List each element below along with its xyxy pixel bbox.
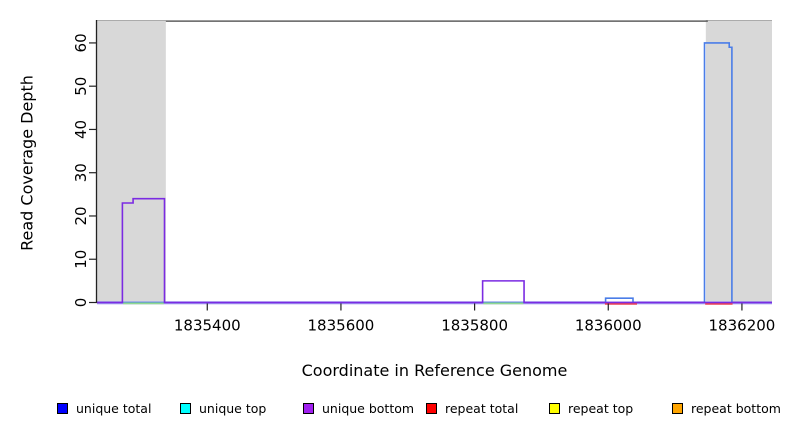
legend-item-repeat-bottom: repeat bottom	[672, 398, 792, 418]
legend-label: repeat top	[568, 400, 634, 416]
highlight-region-right	[705, 20, 772, 303]
y-tick-label: 60	[72, 33, 90, 52]
series-line-unique-bottom	[97, 197, 772, 304]
x-tick-label: 1835400	[174, 317, 241, 335]
y-tick-label: 0	[72, 298, 90, 308]
x-tick-label: 1835600	[308, 317, 375, 335]
series-line-unique-total	[97, 42, 772, 304]
legend-swatch-unique-total	[57, 402, 68, 414]
x-tick-label: 1836000	[575, 317, 642, 335]
legend-swatch-repeat-total	[426, 402, 437, 414]
highlight-region-left	[97, 20, 166, 303]
y-tick-label: 30	[72, 163, 90, 182]
legend-item-unique-total: unique total	[57, 398, 180, 418]
legend-swatch-unique-bottom	[303, 402, 314, 414]
legend-label: unique bottom	[322, 400, 415, 416]
y-tick-label: 40	[72, 120, 90, 139]
y-tick-label: 20	[72, 206, 90, 225]
x-tick-label: 1836200	[709, 317, 776, 335]
legend-item-repeat-top: repeat top	[549, 398, 672, 418]
legend-swatch-repeat-top	[549, 402, 560, 414]
y-tick-label: 50	[72, 77, 90, 96]
y-tick-label: 10	[72, 250, 90, 269]
x-tick-label: 1835800	[441, 317, 508, 335]
legend-item-repeat-total: repeat total	[426, 398, 549, 418]
legend-swatch-unique-top	[180, 402, 191, 414]
legend-label: repeat bottom	[691, 400, 781, 416]
legend-label: unique total	[76, 400, 152, 416]
legend-item-unique-top: unique top	[180, 398, 303, 418]
legend-label: repeat total	[445, 400, 519, 416]
legend-item-unique-bottom: unique bottom	[303, 398, 426, 418]
legend-label: unique top	[199, 400, 267, 416]
y-axis-title: Read Coverage Depth	[17, 75, 37, 251]
x-axis-title: Coordinate in Reference Genome	[301, 361, 568, 380]
legend-swatch-repeat-bottom	[672, 402, 683, 414]
legend: unique total unique top unique bottom re…	[57, 398, 792, 418]
